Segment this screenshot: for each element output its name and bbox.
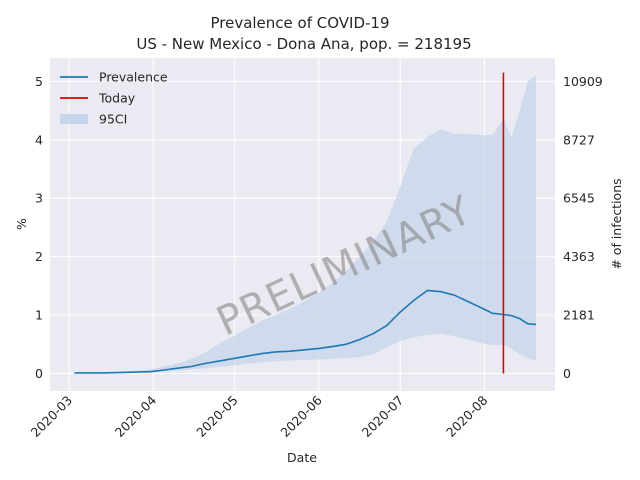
y-tick-label: 0 [35, 366, 43, 381]
x-axis-label: Date [287, 450, 317, 465]
y-axis-label: % [14, 218, 29, 230]
ci-band [74, 75, 537, 373]
y-tick-label: 1 [35, 308, 43, 323]
y2-tick-label: 2181 [563, 308, 595, 323]
x-tick-label: 2020-08 [443, 392, 491, 440]
x-tick-label: 2020-07 [359, 393, 407, 441]
y2-tick-label: 8727 [563, 132, 595, 147]
y-tick-label: 2 [35, 249, 43, 264]
y-tick-label: 3 [35, 191, 43, 206]
x-tick-label: 2020-04 [112, 392, 160, 440]
x-axis-ticks: 2020-03 2020-04 2020-05 2020-06 2020-07 2020-… [28, 392, 491, 440]
x-tick-label: 2020-03 [28, 393, 76, 441]
legend-label-ci: 95CI [99, 112, 127, 127]
legend-label-prevalence: Prevalence [99, 70, 168, 85]
chart-title-line-2: US - New Mexico - Dona Ana, pop. = 21819… [136, 35, 471, 53]
y2-tick-label: 6545 [563, 191, 595, 206]
y2-tick-label: 0 [563, 366, 571, 381]
y2-axis-ticks: 0 2181 4363 6545 8727 10909 [563, 74, 603, 381]
legend-swatch-ci [60, 114, 88, 124]
prevalence-line [74, 289, 537, 374]
legend: Prevalence Today 95CI [60, 70, 168, 127]
x-tick-label: 2020-05 [193, 393, 241, 441]
y2-axis-label: # of infections [609, 178, 624, 269]
y-tick-label: 5 [35, 74, 43, 89]
chart-title-line-1: Prevalence of COVID-19 [210, 14, 389, 32]
legend-label-today: Today [98, 91, 136, 106]
y-tick-label: 4 [35, 132, 43, 147]
x-tick-label: 2020-06 [277, 392, 325, 440]
y-axis-ticks: 0 1 2 3 4 5 [35, 74, 43, 381]
chart-title: Prevalence of COVID-19 US - New Mexico -… [136, 14, 471, 53]
y2-tick-label: 10909 [563, 74, 603, 89]
y2-tick-label: 4363 [563, 249, 595, 264]
